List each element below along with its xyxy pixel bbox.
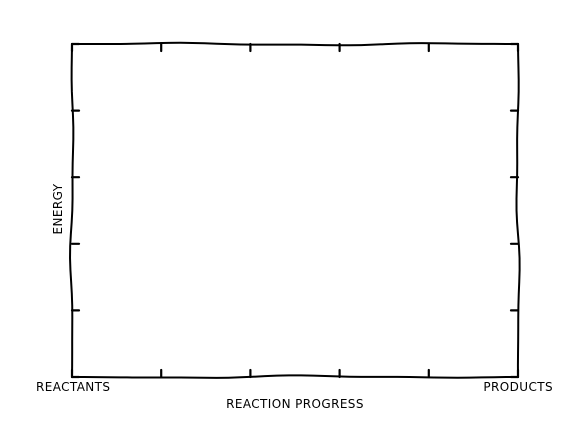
axis-ticks bbox=[70, 42, 520, 379]
x-axis-label: REACTION PROGRESS bbox=[226, 397, 364, 411]
plot-frame bbox=[69, 41, 521, 379]
x-end-label: PRODUCTS bbox=[483, 380, 553, 394]
y-axis-label: ENERGY bbox=[51, 183, 65, 234]
x-start-label: REACTANTS bbox=[36, 380, 110, 394]
